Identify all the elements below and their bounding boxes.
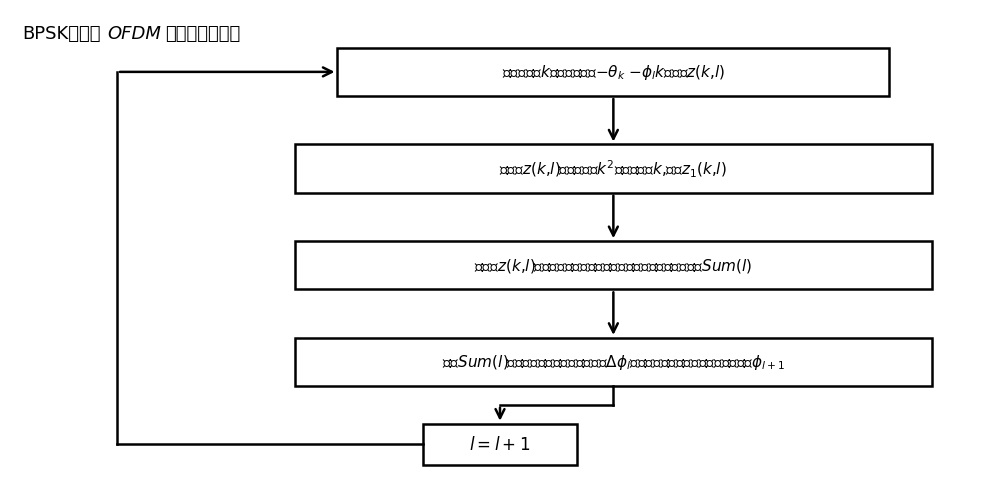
Text: OFDM: OFDM [107, 24, 161, 42]
Text: BPSK调制的: BPSK调制的 [23, 24, 101, 42]
Bar [295, 145, 932, 193]
Text: 分别对$z$($k$,$l$)的实部正负值来累加或累减得到当前符号的复数值$Sum$($l$): 分别对$z$($k$,$l$)的实部正负值来累加或累减得到当前符号的复数值$Su… [474, 257, 753, 275]
Bar [337, 49, 889, 97]
Bar [295, 338, 932, 386]
Text: 分别对$z$($k$,$l$)的实部加权$k^2$和虚部加权$k$,得到$z_1$($k$,$l$): 分别对$z$($k$,$l$)的实部加权$k^2$和虚部加权$k$,得到$z_1… [499, 159, 727, 180]
Text: 根据$Sum$($l$)来求取当前符号的相位偏移量$\Delta\phi_l$，进而得到下个符号的相位偏转因子$\phi_{l+1}$: 根据$Sum$($l$)来求取当前符号的相位偏移量$\Delta\phi_l$，… [442, 353, 785, 372]
Text: 符号的频域数据: 符号的频域数据 [165, 24, 240, 42]
Text: 每个子载波$k$进行相位旋转$-\theta_k$ $-\phi_l k$，得到$z$($k$,$l$): 每个子载波$k$进行相位旋转$-\theta_k$ $-\phi_l k$，得到… [502, 63, 725, 82]
Bar [295, 242, 932, 290]
Text: $l = l+1$: $l = l+1$ [469, 435, 531, 453]
Bar [423, 424, 577, 465]
